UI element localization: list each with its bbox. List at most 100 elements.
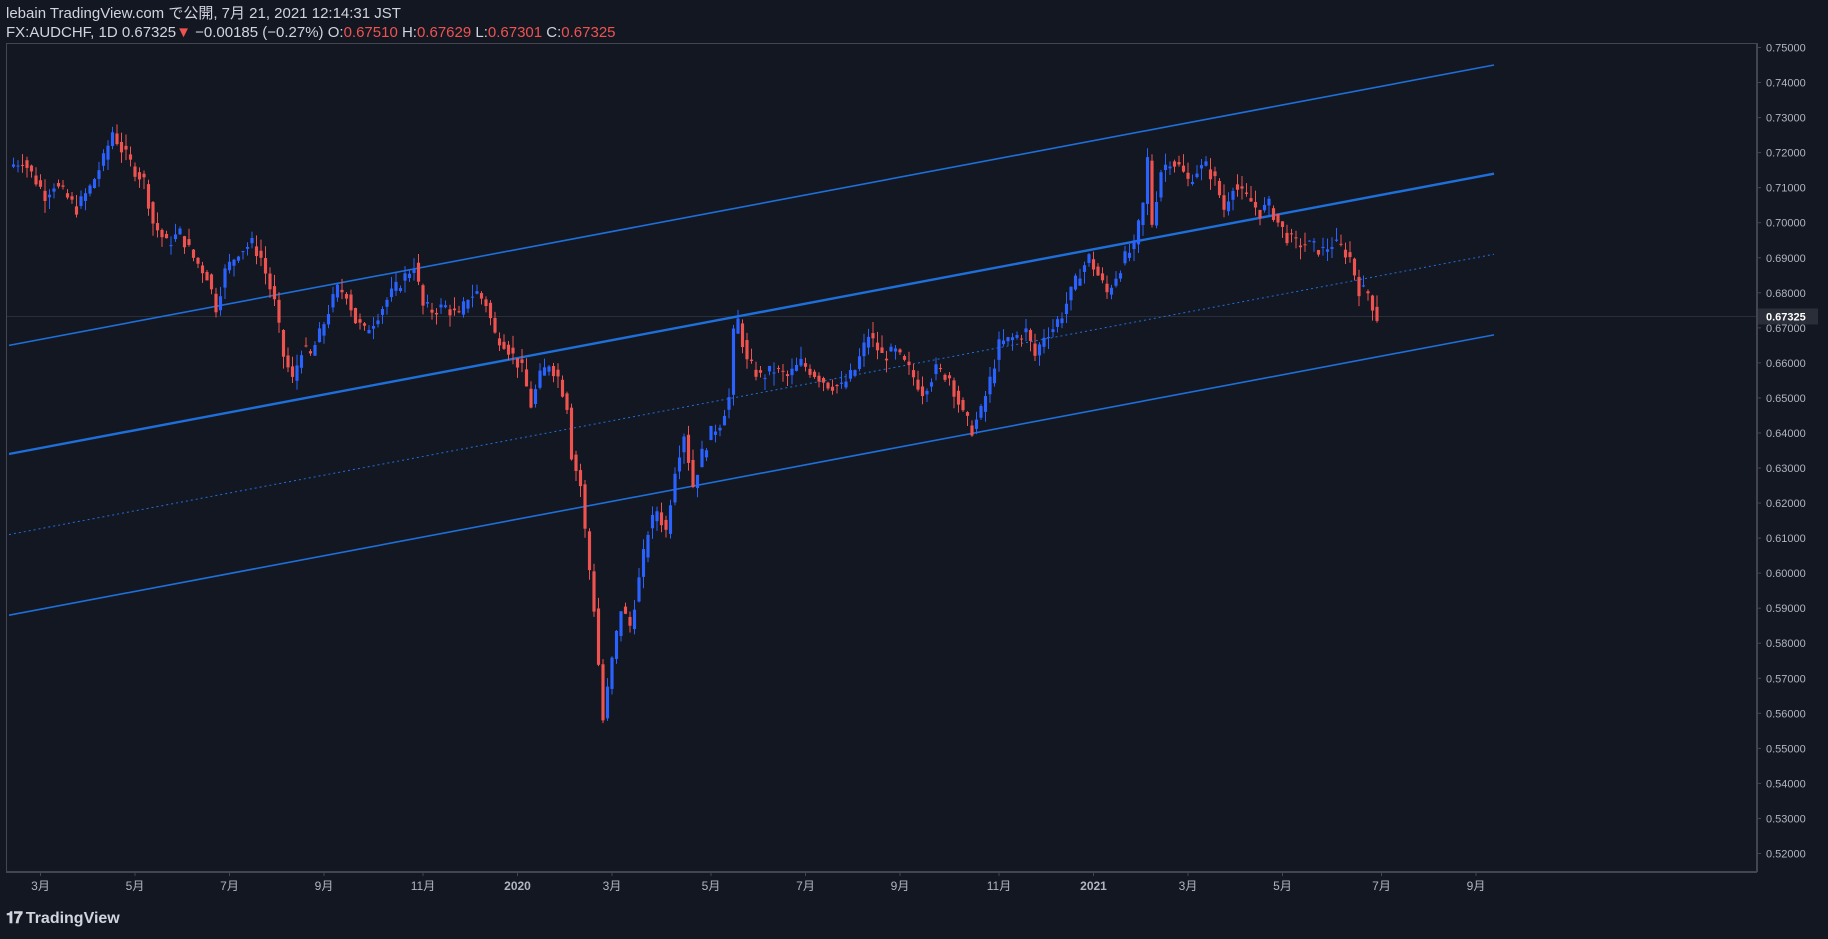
candle-body (781, 370, 785, 372)
candle-body (475, 291, 479, 294)
candle-body (1127, 252, 1132, 258)
candle-body (592, 571, 596, 612)
candle-body (817, 375, 821, 382)
candle-body (1262, 204, 1267, 211)
candle-body (1033, 343, 1037, 356)
candle-body (254, 246, 259, 257)
candle-body (182, 236, 187, 248)
candle-body (52, 188, 56, 192)
candle-body (47, 194, 52, 198)
candle-body (385, 299, 389, 307)
candle-body (403, 273, 407, 281)
candle-body (1168, 166, 1172, 169)
logo-text: TradingView (25, 910, 120, 927)
candle-body (907, 361, 911, 366)
candle-body (164, 233, 169, 239)
candle-body (520, 359, 524, 363)
candle-body (1078, 278, 1082, 286)
candle-body (925, 390, 929, 395)
time-tick-label: 7月 (220, 879, 239, 893)
candle-body (236, 256, 241, 261)
candle-body (1280, 221, 1285, 227)
candle-body (1114, 278, 1118, 286)
time-tick-label: 11月 (411, 879, 435, 893)
candle-body (947, 375, 952, 379)
candle-body (493, 317, 497, 333)
candle-body (956, 390, 961, 405)
candle-body (371, 326, 376, 329)
candle-body (367, 329, 371, 334)
candle-body (533, 389, 538, 405)
candle-body (691, 459, 695, 487)
candle-body (646, 534, 650, 558)
candle-body (29, 165, 34, 172)
candle-body (200, 265, 205, 274)
price-tick-label: 0.56000 (1766, 708, 1806, 720)
candle-body (551, 365, 556, 377)
time-tick-label: 3月 (603, 879, 622, 893)
candle-body (776, 368, 781, 370)
price-tick-label: 0.72000 (1766, 148, 1806, 160)
candle-body (457, 311, 461, 313)
time-tick-label: 2020 (504, 879, 531, 893)
candle-body (308, 351, 313, 354)
time-axis[interactable]: 3月 5月 7月 9月 11月 2020 3月 5月 7月 9月 11月 2021 3月 5月 7月 9月 (6, 872, 1757, 900)
candle-body (1060, 318, 1064, 324)
candle-body (745, 340, 749, 360)
candle-body (1244, 192, 1249, 194)
candle-body (11, 164, 16, 167)
candle-body (808, 368, 812, 375)
price-tick-label: 0.64000 (1766, 428, 1806, 440)
candle-body (614, 630, 619, 659)
candle-body (740, 323, 745, 348)
candle-body (515, 358, 520, 368)
candle-body (1096, 266, 1100, 276)
open-value: 0.67510 (343, 24, 398, 41)
time-axis-svg[interactable]: 3月 5月 7月 9月 11月 2020 3月 5月 7月 9月 11月 2021 3月 5月 7月 9月 (6, 872, 1757, 900)
price-axis[interactable]: 0.75000 0.74000 0.73000 0.72000 0.71000 0.700… (1757, 43, 1828, 872)
close-value: 0.67325 (561, 24, 616, 41)
candle-body (358, 319, 362, 323)
candle-body (601, 664, 605, 721)
price-tick-label: 0.74000 (1766, 78, 1806, 90)
candle-body (772, 372, 776, 374)
candle-body (416, 262, 421, 282)
candle-body (281, 330, 286, 357)
candle-body (1316, 250, 1321, 255)
candle-body (848, 369, 853, 379)
candle-body (583, 484, 587, 529)
candle-body (484, 299, 488, 306)
candle-body (812, 371, 817, 378)
candle-body (758, 370, 763, 373)
candle-body (1208, 169, 1213, 180)
price-tick-label: 0.71000 (1766, 183, 1806, 195)
channel-line-median-dotted (8, 253, 1495, 536)
price-tick-label: 0.54000 (1766, 778, 1806, 790)
candle-body (785, 374, 790, 377)
publish-info: lebain TradingView.com で公開, 7月 21, 2021 … (6, 5, 401, 22)
candle-body (1258, 209, 1262, 219)
candle-body (1339, 243, 1343, 245)
candle-body (1159, 172, 1163, 198)
candle-body (898, 349, 902, 353)
candle-body (821, 378, 826, 383)
candle-body (542, 367, 547, 376)
candle-body (1348, 252, 1352, 258)
candle-body (1352, 258, 1357, 276)
chart-pane[interactable] (6, 43, 1757, 872)
price-chart-svg[interactable] (7, 44, 1756, 871)
price-axis-svg[interactable]: 0.75000 0.74000 0.73000 0.72000 0.71000 0.700… (1757, 43, 1828, 872)
price-tick-label: 0.61000 (1766, 533, 1806, 545)
candle-body (524, 369, 529, 387)
candle-body (25, 160, 29, 168)
candle-body (1231, 190, 1235, 200)
candle-body (790, 368, 794, 376)
candle-body (736, 318, 740, 334)
candle-body (1213, 171, 1217, 177)
candle-body (173, 234, 178, 240)
channel-line-middle (8, 172, 1495, 456)
tradingview-logo[interactable]: 𝟏𝟕 TradingView (6, 910, 120, 928)
candle-body (650, 514, 655, 529)
candle-body (1276, 213, 1280, 223)
candle-body (56, 182, 61, 187)
